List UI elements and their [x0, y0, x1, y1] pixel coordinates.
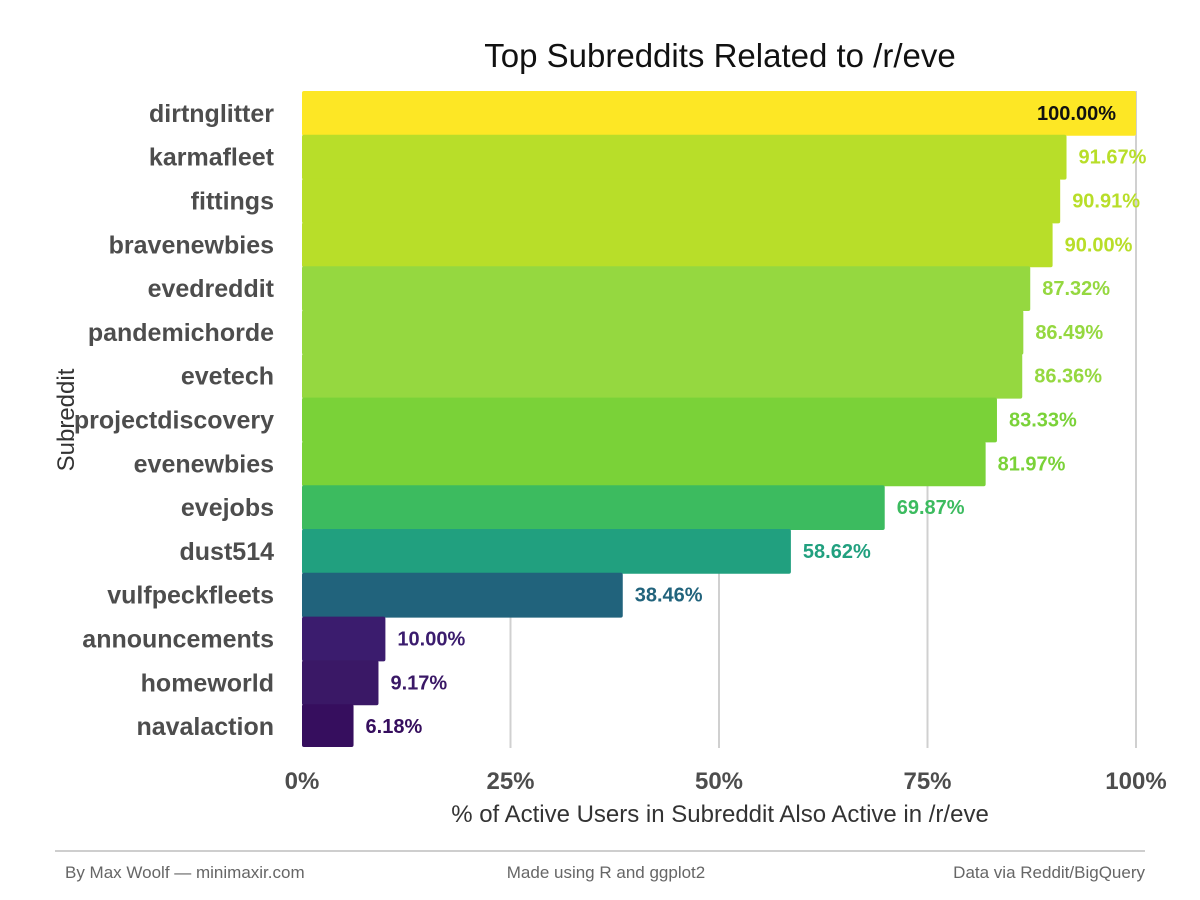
x-axis-title: % of Active Users in Subreddit Also Acti… — [451, 801, 989, 828]
category-label: vulfpeckfleets — [107, 582, 274, 610]
bar — [302, 572, 623, 618]
bar — [302, 222, 1053, 268]
bar — [302, 441, 986, 487]
value-label: 81.97% — [998, 453, 1066, 475]
value-label: 58.62% — [803, 541, 871, 563]
chart-title: Top Subreddits Related to /r/eve — [484, 37, 955, 74]
category-label: navalaction — [136, 713, 274, 741]
category-label: projectdiscovery — [74, 407, 274, 435]
category-label: dirtnglitter — [149, 100, 274, 128]
value-label: 100.00% — [1037, 103, 1116, 125]
x-tick-label: 75% — [903, 768, 951, 795]
category-label: homeworld — [141, 669, 274, 697]
value-label: 69.87% — [897, 497, 965, 519]
category-label: fittings — [191, 188, 274, 216]
x-tick-label: 0% — [285, 768, 320, 795]
value-label: 10.00% — [397, 629, 465, 651]
bar — [302, 397, 997, 443]
value-label: 38.46% — [635, 585, 703, 607]
value-label: 90.00% — [1065, 234, 1133, 256]
footer-tool: Made using R and ggplot2 — [507, 863, 705, 882]
category-label: evejobs — [181, 494, 274, 522]
bar — [302, 529, 791, 574]
category-label: announcements — [82, 626, 274, 654]
value-label: 9.17% — [390, 672, 447, 694]
category-label: dust514 — [180, 538, 275, 566]
x-tick-label: 50% — [695, 768, 743, 795]
footer-source: Data via Reddit/BigQuery — [953, 863, 1145, 882]
x-tick-labels: 0% 25% 50% 75% 100% — [285, 768, 1167, 795]
y-axis-title: Subreddit — [53, 368, 80, 471]
value-label: 90.91% — [1072, 191, 1140, 213]
value-label: 87.32% — [1042, 278, 1110, 300]
bar — [302, 660, 379, 706]
category-label: evenewbies — [134, 450, 274, 478]
bar — [302, 310, 1024, 355]
value-label: 86.49% — [1035, 322, 1103, 344]
value-label: 83.33% — [1009, 410, 1077, 432]
bar — [302, 134, 1067, 180]
bar — [302, 704, 354, 747]
category-label: pandemichorde — [88, 319, 274, 347]
bar — [302, 266, 1031, 311]
x-tick-label: 100% — [1105, 768, 1166, 795]
value-labels: 100.00% 91.67% 90.91% 90.00% 87.32% 86.49% 86.… — [366, 103, 1147, 738]
bar — [302, 616, 386, 662]
category-label: evetech — [181, 363, 274, 391]
category-label: evedreddit — [148, 275, 275, 303]
category-labels: dirtnglitter karmafleet fittings bravenewbi… — [74, 100, 275, 741]
x-tick-label: 25% — [486, 768, 534, 795]
bar — [302, 178, 1061, 224]
bar — [302, 91, 1136, 136]
category-label: bravenewbies — [109, 231, 274, 259]
footer-credit: By Max Woolf — minimaxir.com — [65, 863, 305, 882]
value-label: 91.67% — [1079, 147, 1147, 169]
bar — [302, 485, 885, 530]
category-label: karmafleet — [149, 144, 275, 172]
bar — [302, 353, 1023, 399]
value-label: 86.36% — [1034, 366, 1102, 388]
bars — [302, 91, 1136, 747]
value-label: 6.18% — [366, 716, 423, 738]
